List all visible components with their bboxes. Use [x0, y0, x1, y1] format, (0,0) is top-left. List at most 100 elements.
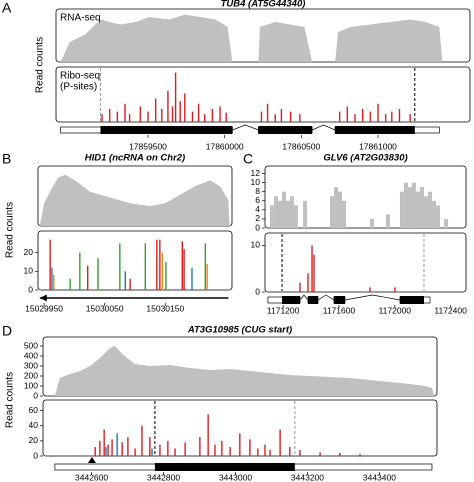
panel-letter: B	[2, 151, 11, 167]
panel-title: GLV6 (AT2G03830)	[323, 153, 407, 164]
x-tick-label: 1171200	[267, 305, 300, 315]
y-tick-label: 10	[251, 240, 261, 250]
y-tick-label: 2	[255, 213, 260, 223]
intron	[317, 294, 335, 301]
track-frame	[37, 230, 233, 291]
panel-title: HID1 (ncRNA on Chr2)	[85, 153, 185, 164]
coverage-block	[427, 191, 432, 228]
y-tick-label: 200	[24, 370, 38, 380]
x-tick-label: 3443400	[363, 472, 396, 482]
coverage-block	[269, 205, 274, 228]
track-label: Ribo-seq	[60, 71, 100, 82]
y-tick-label: 400	[24, 350, 38, 360]
intron	[344, 294, 401, 301]
coverage-block	[385, 214, 390, 228]
y-axis-label: Read counts	[35, 37, 46, 93]
x-tick-label: 3443200	[291, 472, 324, 482]
coverage-block	[281, 191, 286, 228]
track-label: RNA-seq	[60, 13, 101, 24]
coverage-block	[415, 191, 420, 228]
x-tick-label: 1172400	[434, 305, 467, 315]
y-tick-label: 10	[251, 177, 261, 187]
coverage-block	[444, 218, 449, 228]
y-tick-label: 0	[28, 284, 33, 294]
panel-letter: A	[2, 0, 12, 16]
track-frame	[264, 232, 467, 293]
coverage-block	[370, 218, 375, 228]
x-tick-label: 17860000	[206, 141, 244, 151]
x-tick-label: 17861000	[359, 141, 397, 151]
panel-letter: C	[243, 151, 253, 167]
coverage-block	[274, 196, 279, 228]
coverage-block	[330, 196, 334, 228]
cug-start-marker	[87, 457, 96, 463]
y-tick-label: 500	[24, 340, 38, 350]
cds	[282, 296, 301, 304]
coverage-block	[435, 205, 440, 228]
y-tick-label: 0	[33, 450, 38, 460]
coverage-block	[399, 191, 404, 228]
y-tick-label: 0	[255, 286, 260, 296]
x-tick-label: 3442800	[147, 472, 180, 482]
coverage-block	[408, 187, 413, 228]
coverage-block	[423, 196, 428, 228]
cds	[333, 296, 345, 304]
coverage-block	[286, 200, 291, 228]
coverage-block	[403, 182, 408, 228]
y-tick-label: 20	[29, 435, 39, 445]
intron	[232, 124, 259, 131]
coverage-area	[54, 346, 435, 396]
coverage-area	[39, 174, 230, 226]
x-tick-label: 3443000	[219, 472, 252, 482]
x-tick-label: 3442600	[75, 472, 108, 482]
x-tick-label: 15030150	[146, 303, 184, 313]
coverage-block	[420, 187, 425, 228]
coverage-block	[293, 205, 298, 228]
track-label: (P-sites)	[60, 82, 97, 93]
y-tick-label: 4	[255, 204, 260, 214]
y-tick-label: 0	[255, 222, 260, 232]
cds	[258, 126, 313, 134]
y-tick-label: 60	[29, 405, 39, 415]
gene-arrowhead	[39, 294, 47, 302]
cds	[335, 126, 415, 134]
x-tick-label: 1172000	[379, 305, 412, 315]
x-tick-label: 15030050	[86, 303, 124, 313]
coverage-block	[337, 191, 342, 228]
coverage-block	[289, 196, 294, 228]
coverage-block	[303, 200, 308, 228]
y-tick-label: 0	[33, 390, 38, 400]
x-tick-label: 1171600	[323, 305, 356, 315]
y-tick-label: 100	[24, 380, 38, 390]
coverage-block	[342, 200, 347, 228]
panel-title: AT3G10985 (CUG start)	[187, 325, 292, 336]
y-tick-label: 20	[24, 247, 34, 257]
panel-title: TUB4 (AT5G44340)	[221, 0, 306, 10]
y-tick-label: 300	[24, 360, 38, 370]
track-frame	[264, 165, 467, 229]
coverage-block	[411, 182, 416, 228]
panel-letter: D	[2, 323, 12, 339]
x-tick-label: 17860500	[282, 141, 320, 151]
y-tick-label: 10	[24, 266, 34, 276]
coverage-area	[60, 14, 443, 62]
y-tick-label: 8	[255, 186, 260, 196]
coverage-block	[334, 187, 339, 228]
y-tick-label: 12	[251, 168, 261, 178]
track-frame	[55, 66, 471, 123]
coverage-block	[432, 200, 437, 228]
cds	[399, 296, 424, 304]
intron	[311, 124, 336, 131]
x-tick-label: 17859500	[129, 141, 167, 151]
intron	[299, 294, 309, 301]
y-axis-label: Read counts	[5, 202, 16, 258]
coverage-block	[277, 200, 282, 228]
y-tick-label: 40	[29, 420, 39, 430]
y-tick-label: 6	[255, 195, 260, 205]
y-axis-label: Read counts	[5, 372, 16, 428]
cds	[100, 126, 233, 134]
cds	[307, 296, 319, 304]
x-tick-label: 15029950	[25, 303, 63, 313]
cds	[154, 463, 295, 471]
